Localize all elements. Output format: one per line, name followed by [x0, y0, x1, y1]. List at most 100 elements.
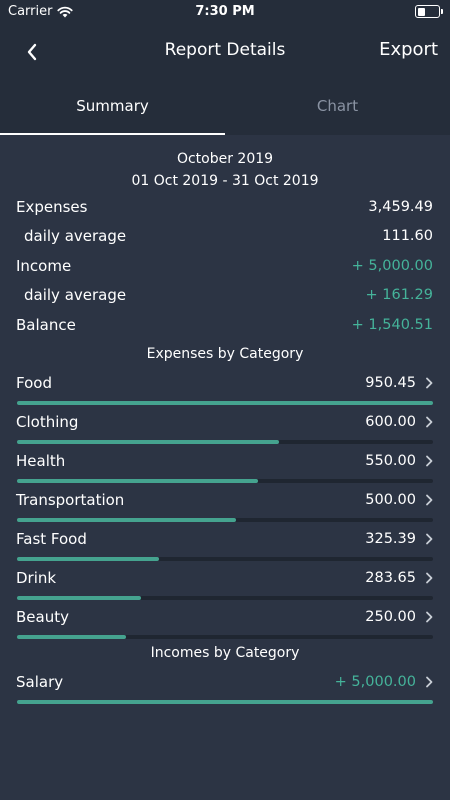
- category-bar-track: [17, 400, 433, 405]
- chevron-right-icon: [426, 533, 433, 544]
- page-title: Report Details: [164, 40, 286, 60]
- battery-icon: [415, 5, 443, 18]
- category-amount: 325.39: [365, 530, 416, 547]
- category-bar-track: [17, 478, 433, 483]
- category-amount: 283.65: [365, 569, 416, 586]
- category-right: 950.45: [365, 375, 434, 391]
- category-amount: + 5,000.00: [334, 673, 416, 690]
- category-bar-fill: [17, 400, 433, 405]
- category-amount: 250.00: [365, 608, 416, 625]
- category-row: Salary + 5,000.00: [16, 668, 434, 696]
- expense-category-list: Food 950.45 Clothing 600.00 Health 550.00 Tran…: [16, 369, 434, 642]
- income-daily-row: daily average + 161.29: [16, 281, 434, 311]
- balance-value: + 1,540.51: [351, 316, 433, 333]
- category-row: Transportation 500.00: [16, 486, 434, 514]
- income-daily-value: + 161.29: [365, 287, 434, 304]
- chevron-left-icon: [27, 43, 37, 61]
- category-amount: 950.45: [365, 374, 416, 391]
- category-row: Clothing 600.00: [16, 408, 434, 436]
- category-right: 600.00: [365, 414, 434, 430]
- income-category-list: Salary + 5,000.00: [16, 668, 434, 707]
- chevron-right-icon: [426, 676, 433, 687]
- expenses-row: Expenses 3,459.49: [16, 192, 434, 222]
- category-amount: 600.00: [365, 413, 416, 430]
- expenses-label: Expenses: [16, 197, 88, 216]
- tab-summary[interactable]: Summary: [0, 80, 225, 135]
- expenses-value: 3,459.49: [368, 198, 433, 215]
- back-button[interactable]: [20, 38, 46, 66]
- category-row: Drink 283.65: [16, 564, 434, 592]
- report-period: October 2019 01 Oct 2019 - 31 Oct 2019: [16, 148, 434, 192]
- tab-bar: Summary Chart: [0, 80, 450, 135]
- tab-chart[interactable]: Chart: [316, 97, 359, 115]
- category-bar-fill: [17, 439, 280, 444]
- category-bar-track: [17, 595, 433, 600]
- chevron-right-icon: [426, 572, 433, 583]
- category-item[interactable]: Food 950.45: [16, 369, 434, 408]
- category-name: Food: [16, 373, 52, 392]
- category-amount: 500.00: [365, 491, 416, 508]
- report-content: October 2019 01 Oct 2019 - 31 Oct 2019 E…: [0, 148, 450, 707]
- category-right: 250.00: [365, 609, 434, 625]
- category-name: Salary: [16, 672, 64, 691]
- expenses-daily-value: 111.60: [382, 228, 433, 245]
- expenses-by-category-title: Expenses by Category: [146, 345, 304, 362]
- category-bar-track: [17, 634, 433, 639]
- income-row: Income + 5,000.00: [16, 251, 434, 281]
- expenses-daily-row: daily average 111.60: [16, 222, 434, 252]
- balance-label: Balance: [16, 315, 76, 334]
- category-bar-fill: [17, 478, 258, 483]
- category-bar-fill: [17, 595, 141, 600]
- category-name: Transportation: [16, 490, 125, 509]
- category-amount: 550.00: [365, 452, 416, 469]
- category-right: + 5,000.00: [335, 674, 434, 690]
- category-bar-fill: [17, 517, 236, 522]
- chevron-right-icon: [426, 377, 433, 388]
- carrier-info: Carrier: [8, 4, 74, 19]
- category-bar-fill: [17, 556, 160, 561]
- chevron-right-icon: [426, 611, 433, 622]
- income-daily-label: daily average: [24, 286, 127, 305]
- category-name: Clothing: [16, 412, 79, 431]
- category-bar-track: [17, 439, 433, 444]
- category-row: Beauty 250.00: [16, 603, 434, 631]
- export-button[interactable]: Export: [379, 39, 438, 60]
- category-name: Beauty: [16, 607, 69, 626]
- income-label: Income: [16, 256, 72, 275]
- category-bar-track: [17, 517, 433, 522]
- chevron-right-icon: [426, 455, 433, 466]
- incomes-by-category-title: Incomes by Category: [150, 644, 300, 661]
- chevron-right-icon: [426, 494, 433, 505]
- category-name: Fast Food: [16, 529, 87, 548]
- navigation-bar: Report Details Export: [0, 24, 450, 80]
- category-bar-track: [17, 699, 433, 704]
- chevron-right-icon: [426, 416, 433, 427]
- category-item[interactable]: Drink 283.65: [16, 564, 434, 603]
- category-row: Health 550.00: [16, 447, 434, 475]
- income-value: + 5,000.00: [351, 257, 433, 274]
- category-item[interactable]: Health 550.00: [16, 447, 434, 486]
- expenses-daily-label: daily average: [24, 227, 127, 246]
- category-row: Fast Food 325.39: [16, 525, 434, 553]
- category-right: 550.00: [365, 453, 434, 469]
- category-right: 500.00: [365, 492, 434, 508]
- period-range: 01 Oct 2019 - 31 Oct 2019: [131, 173, 319, 189]
- header: Carrier 7:30 PM Report Details Export Su…: [0, 0, 450, 135]
- carrier-label: Carrier: [8, 4, 53, 19]
- category-item[interactable]: Beauty 250.00: [16, 603, 434, 642]
- wifi-icon: [57, 6, 74, 17]
- period-month: October 2019: [176, 151, 274, 167]
- balance-row: Balance + 1,540.51: [16, 310, 434, 340]
- category-bar-fill: [17, 699, 433, 704]
- category-name: Drink: [16, 568, 57, 587]
- status-bar: Carrier 7:30 PM: [0, 0, 450, 24]
- category-item[interactable]: Fast Food 325.39: [16, 525, 434, 564]
- category-item[interactable]: Clothing 600.00: [16, 408, 434, 447]
- category-item[interactable]: Transportation 500.00: [16, 486, 434, 525]
- category-item[interactable]: Salary + 5,000.00: [16, 668, 434, 707]
- category-right: 283.65: [365, 570, 434, 586]
- category-bar-fill: [17, 634, 127, 639]
- status-time: 7:30 PM: [195, 4, 255, 19]
- category-name: Health: [16, 451, 66, 470]
- category-bar-track: [17, 556, 433, 561]
